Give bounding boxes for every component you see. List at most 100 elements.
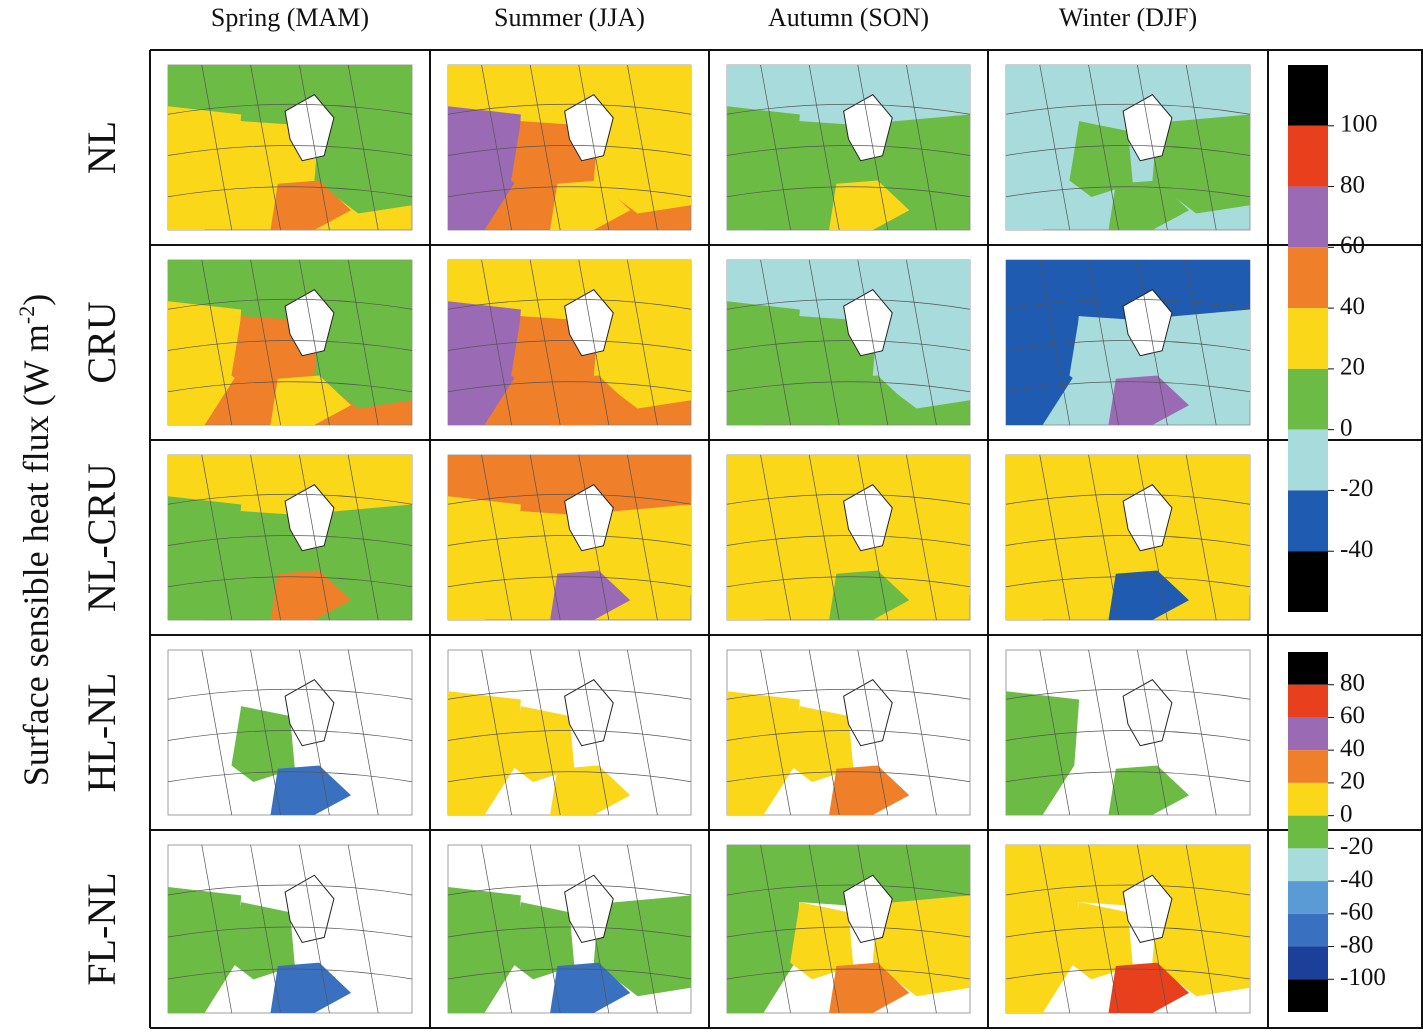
map-graticule [906, 454, 937, 621]
map-graticule [906, 649, 937, 816]
map-region [231, 121, 295, 197]
map-region [872, 504, 970, 604]
map-region [829, 962, 910, 1013]
map-graticule [1005, 926, 1251, 938]
map-graticule [1137, 649, 1168, 816]
map-graticule [1005, 103, 1251, 115]
map-graticule [347, 649, 379, 816]
hudson-bay [1122, 484, 1173, 552]
map-region [270, 375, 351, 425]
map-region [448, 106, 521, 230]
map-graticule [1185, 454, 1217, 621]
colorbar-tick-label: -40 [1340, 536, 1373, 563]
map-graticule [529, 454, 561, 621]
map-graticule [250, 454, 281, 621]
colorbar-segment [1288, 684, 1328, 718]
map-region [727, 887, 800, 1013]
map-region [314, 114, 412, 214]
map-region [1108, 765, 1189, 815]
map-graticule [857, 454, 889, 621]
map-graticule [1005, 493, 1251, 505]
hudson-bay [1122, 94, 1173, 162]
colorbar-segment [1288, 848, 1328, 882]
map-graticule [1137, 454, 1168, 621]
map-graticule [808, 649, 840, 816]
map-graticule [250, 844, 281, 1014]
map-graticule [201, 844, 233, 1014]
map-graticule [299, 649, 330, 816]
map-graticule [906, 259, 937, 426]
map-region [872, 895, 970, 997]
map-region [872, 309, 970, 409]
hudson-bay [843, 484, 893, 552]
map-graticule [1005, 771, 1251, 783]
map-region [231, 902, 295, 980]
map-graticule [167, 926, 413, 938]
hudson-bay [564, 679, 614, 747]
map-graticule [726, 576, 971, 588]
y-label: Surface sensible heat flux (W m-2) [14, 294, 56, 787]
map-graticule [167, 730, 413, 741]
colorbar-tick-label: 20 [1340, 768, 1365, 795]
map-region [829, 180, 910, 230]
map-graticule [1005, 340, 1251, 351]
map-region [790, 902, 854, 980]
map-graticule [1185, 844, 1217, 1014]
map-graticule [578, 64, 610, 231]
map-graticule [906, 64, 937, 231]
map-graticule [1088, 844, 1119, 1014]
map-graticule [1088, 649, 1119, 816]
map-region [790, 706, 854, 782]
map-region [1152, 309, 1250, 409]
hudson-bay [843, 679, 893, 747]
map-graticule [167, 493, 413, 505]
map-graticule [167, 771, 413, 783]
map-graticule [1005, 968, 1251, 980]
map-region [448, 496, 521, 620]
map-graticule [1137, 844, 1168, 1014]
row-label: CRU [79, 301, 124, 383]
map-graticule [726, 103, 971, 115]
map-region [1006, 301, 1080, 425]
map-graticule [627, 259, 658, 426]
map-region [168, 106, 242, 230]
map-graticule [347, 259, 379, 426]
map-graticule [578, 259, 610, 426]
map-graticule [481, 844, 512, 1014]
map-graticule [447, 968, 692, 980]
map-graticule [447, 576, 692, 588]
map-graticule [447, 535, 692, 546]
colorbar-segment [1288, 308, 1328, 369]
column-header: Summer (JJA) [494, 3, 645, 32]
hudson-bay [843, 289, 893, 357]
map-graticule [1088, 259, 1119, 426]
map-graticule [1088, 454, 1119, 621]
map-region [511, 511, 575, 587]
hudson-bay [1122, 289, 1173, 357]
map-graticule [299, 844, 330, 1014]
map-region [790, 316, 854, 392]
map-graticule [808, 64, 840, 231]
colorbar-segment [1288, 750, 1328, 783]
map-panel [447, 259, 692, 426]
map-graticule [529, 844, 561, 1014]
map-graticule [1088, 64, 1119, 231]
row-label: HL-NL [79, 673, 124, 793]
map-region [1069, 316, 1133, 392]
map-graticule [447, 688, 692, 700]
map-panel [726, 844, 971, 1014]
map-region [511, 902, 575, 980]
map-panel [1005, 64, 1251, 231]
hudson-bay [284, 484, 335, 552]
map-graticule [627, 844, 658, 1014]
map-graticule [578, 844, 610, 1014]
map-graticule [167, 145, 413, 156]
map-graticule [1185, 649, 1217, 816]
map-panel [447, 64, 692, 231]
y-label-sup: -2 [14, 306, 39, 324]
map-graticule [726, 535, 971, 546]
colorbar-segment [1288, 368, 1328, 430]
map-graticule [529, 649, 561, 816]
map-graticule [299, 454, 330, 621]
map-graticule [726, 298, 971, 310]
